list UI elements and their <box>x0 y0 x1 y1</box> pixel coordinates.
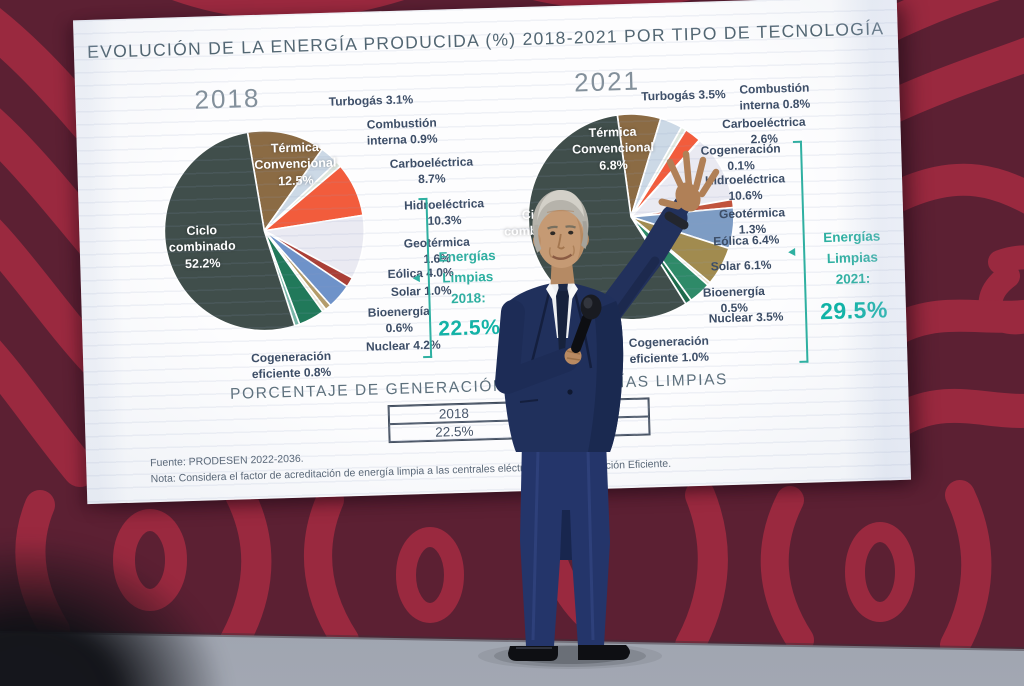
eye-right <box>568 230 574 235</box>
clean-energy-callout-2021: Energías Limpias 2021: 29.5% <box>810 226 897 330</box>
eyebrow-left <box>547 225 558 230</box>
jacket-button <box>567 389 573 395</box>
microphone-handle <box>571 313 592 353</box>
pie2018-label-cogeneracion-eficiente: Cogeneración eficiente 0.8% <box>250 348 332 381</box>
presenter-head <box>532 189 589 285</box>
hand-finger-lines <box>566 350 581 361</box>
presenter-raised-arm <box>596 204 688 324</box>
presenter-mic-arm <box>495 300 578 394</box>
pie2018-label-termica: Térmica Convencional 12.5% <box>254 140 337 188</box>
trouser-inner-shade <box>560 510 572 560</box>
trouser-crease-left <box>531 449 540 641</box>
mouth <box>551 253 573 260</box>
hair-temple-right <box>581 221 588 250</box>
tie-knot <box>558 283 568 291</box>
face-shade <box>576 217 584 262</box>
slide-title: EVOLUCIÓN DE LA ENERGÍA PRODUCIDA (%) 20… <box>86 18 885 62</box>
watch <box>664 211 689 230</box>
projection-screen: EVOLUCIÓN DE LA ENERGÍA PRODUCIDA (%) 20… <box>73 0 911 505</box>
trouser-crease-right <box>586 449 595 641</box>
callout-2021-line1: Energías <box>823 228 881 246</box>
nose <box>557 233 565 250</box>
shoe-right <box>578 645 630 660</box>
pie-slice-t-rmica-convencional <box>246 129 324 233</box>
callout-2021-line2: Limpias <box>826 249 879 266</box>
presenter-tie <box>556 287 569 352</box>
pie-chart-2018: 2018 Ciclo combinado 52.2% Térmica Conve… <box>73 0 897 381</box>
shoe-left <box>508 646 558 661</box>
clean-energy-bracket-2021 <box>788 140 809 363</box>
pie-slice-ciclo-combinado <box>163 131 296 332</box>
callout-2021-line3: 2021: <box>835 270 871 287</box>
pie-2018 <box>163 129 366 332</box>
year-heading-2018: 2018 <box>194 82 261 115</box>
presenter-floor-shadow <box>478 643 662 669</box>
smile-line-right <box>571 245 575 257</box>
hair-highlight <box>537 189 585 221</box>
suit-side-shade <box>588 301 624 452</box>
hair-temple-left <box>533 224 542 253</box>
callout-2021-value: 29.5% <box>819 296 889 325</box>
presenter-hand-open <box>658 150 720 212</box>
raised-arm-shade <box>612 256 660 319</box>
smile-line-left <box>548 247 553 258</box>
pie2021-label-combustion: Combustión interna 0.8% <box>739 80 811 113</box>
pie2018-label-ciclo-combinado: Ciclo combinado 52.2% <box>168 223 236 271</box>
presenter-figure <box>478 150 720 669</box>
eyebrow-right <box>565 225 576 229</box>
jacket-pocket <box>519 399 539 403</box>
foreground-blur <box>0 535 230 686</box>
collar-left <box>546 283 557 299</box>
pie2018-label-turbogas: Turbogás 3.1% <box>328 92 414 109</box>
microphone-highlight <box>583 297 593 309</box>
forehead-line <box>546 209 575 214</box>
eye-left <box>550 231 556 236</box>
pie-slice-hidroel-ctrica <box>628 139 734 219</box>
collar-right <box>567 283 578 299</box>
lapel-left <box>528 283 553 371</box>
